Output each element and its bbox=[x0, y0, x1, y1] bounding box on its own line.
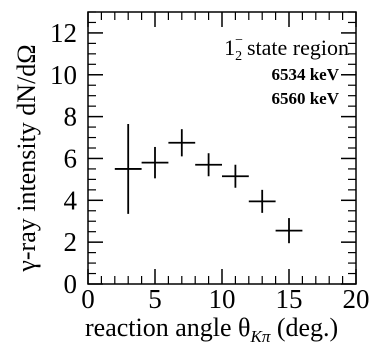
annotation-energy-2: 6560 keV bbox=[271, 89, 339, 108]
y-tick-label: 2 bbox=[64, 227, 78, 257]
y-tick-label: 4 bbox=[64, 185, 78, 215]
y-tick-label: 0 bbox=[64, 269, 78, 299]
x-tick-label: 10 bbox=[209, 284, 236, 314]
y-tick-labels: 0 2 4 6 8 10 12 bbox=[50, 18, 78, 299]
data-point bbox=[248, 189, 276, 213]
annotation-state-sup: − bbox=[235, 33, 243, 48]
x-axis-title: reaction angle θKπ (deg.) bbox=[85, 313, 338, 346]
x-tick-label: 5 bbox=[148, 284, 162, 314]
y-axis-title: γ-ray intensity dN/dΩ bbox=[12, 44, 41, 272]
data-point bbox=[114, 123, 142, 214]
annotation-block: 12− state region 6534 keV 6560 keV bbox=[224, 33, 349, 108]
data-point bbox=[222, 164, 249, 188]
annotation-energy-1: 6534 keV bbox=[271, 65, 339, 84]
data-points bbox=[114, 123, 303, 244]
data-point bbox=[275, 218, 303, 244]
x-tick-label: 20 bbox=[343, 284, 370, 314]
x-tick-labels: 0 5 10 15 20 bbox=[81, 284, 369, 314]
x-axis-title-subscript: Kπ bbox=[249, 327, 270, 346]
x-tick-label: 15 bbox=[276, 284, 303, 314]
data-point bbox=[141, 146, 169, 179]
x-axis-title-suffix: (deg.) bbox=[270, 313, 338, 342]
data-point bbox=[168, 129, 196, 157]
y-tick-label: 6 bbox=[64, 143, 78, 173]
data-point bbox=[195, 153, 222, 177]
annotation-state-region: region bbox=[293, 35, 349, 60]
minor-ticks bbox=[88, 11, 356, 284]
y-tick-label: 8 bbox=[64, 102, 78, 132]
annotation-state: 12− state region bbox=[224, 33, 349, 64]
annotation-state-sub: 2 bbox=[235, 49, 242, 64]
y-tick-label: 12 bbox=[50, 18, 77, 48]
plot-frame bbox=[87, 11, 357, 285]
x-tick-label: 0 bbox=[81, 284, 95, 314]
y-tick-label: 10 bbox=[50, 60, 77, 90]
annotation-state-main: 1 bbox=[224, 35, 235, 60]
annotation-state-text: state bbox=[247, 35, 287, 60]
